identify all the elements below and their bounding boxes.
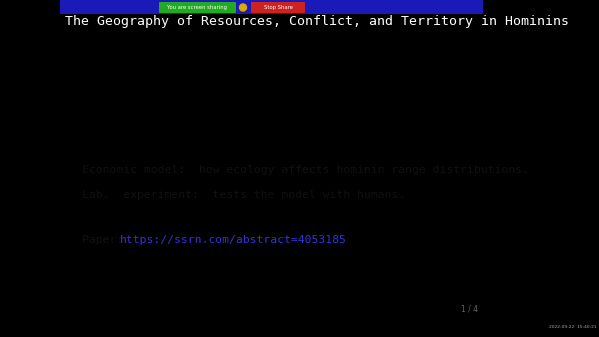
Text: Paper:: Paper: [82, 235, 130, 245]
Text: Stop Share: Stop Share [264, 5, 292, 10]
Circle shape [240, 4, 247, 11]
Text: 1 / 4: 1 / 4 [461, 305, 478, 313]
Text: https://ssrn.com/abstract=4053185: https://ssrn.com/abstract=4053185 [120, 235, 347, 245]
Text: 2022-09-22  15:40:21: 2022-09-22 15:40:21 [549, 325, 597, 329]
Text: You are screen sharing: You are screen sharing [167, 5, 227, 10]
Text: Economic model:  how ecology affects hominin range distributions.: Economic model: how ecology affects homi… [82, 165, 529, 175]
FancyBboxPatch shape [159, 2, 236, 13]
FancyBboxPatch shape [251, 2, 305, 13]
FancyBboxPatch shape [60, 0, 483, 14]
Text: The Geography of Resources, Conflict, and Territory in Hominins: The Geography of Resources, Conflict, an… [65, 15, 569, 28]
Text: Lab.  experiment:  tests the model with humans.: Lab. experiment: tests the model with hu… [82, 190, 405, 200]
